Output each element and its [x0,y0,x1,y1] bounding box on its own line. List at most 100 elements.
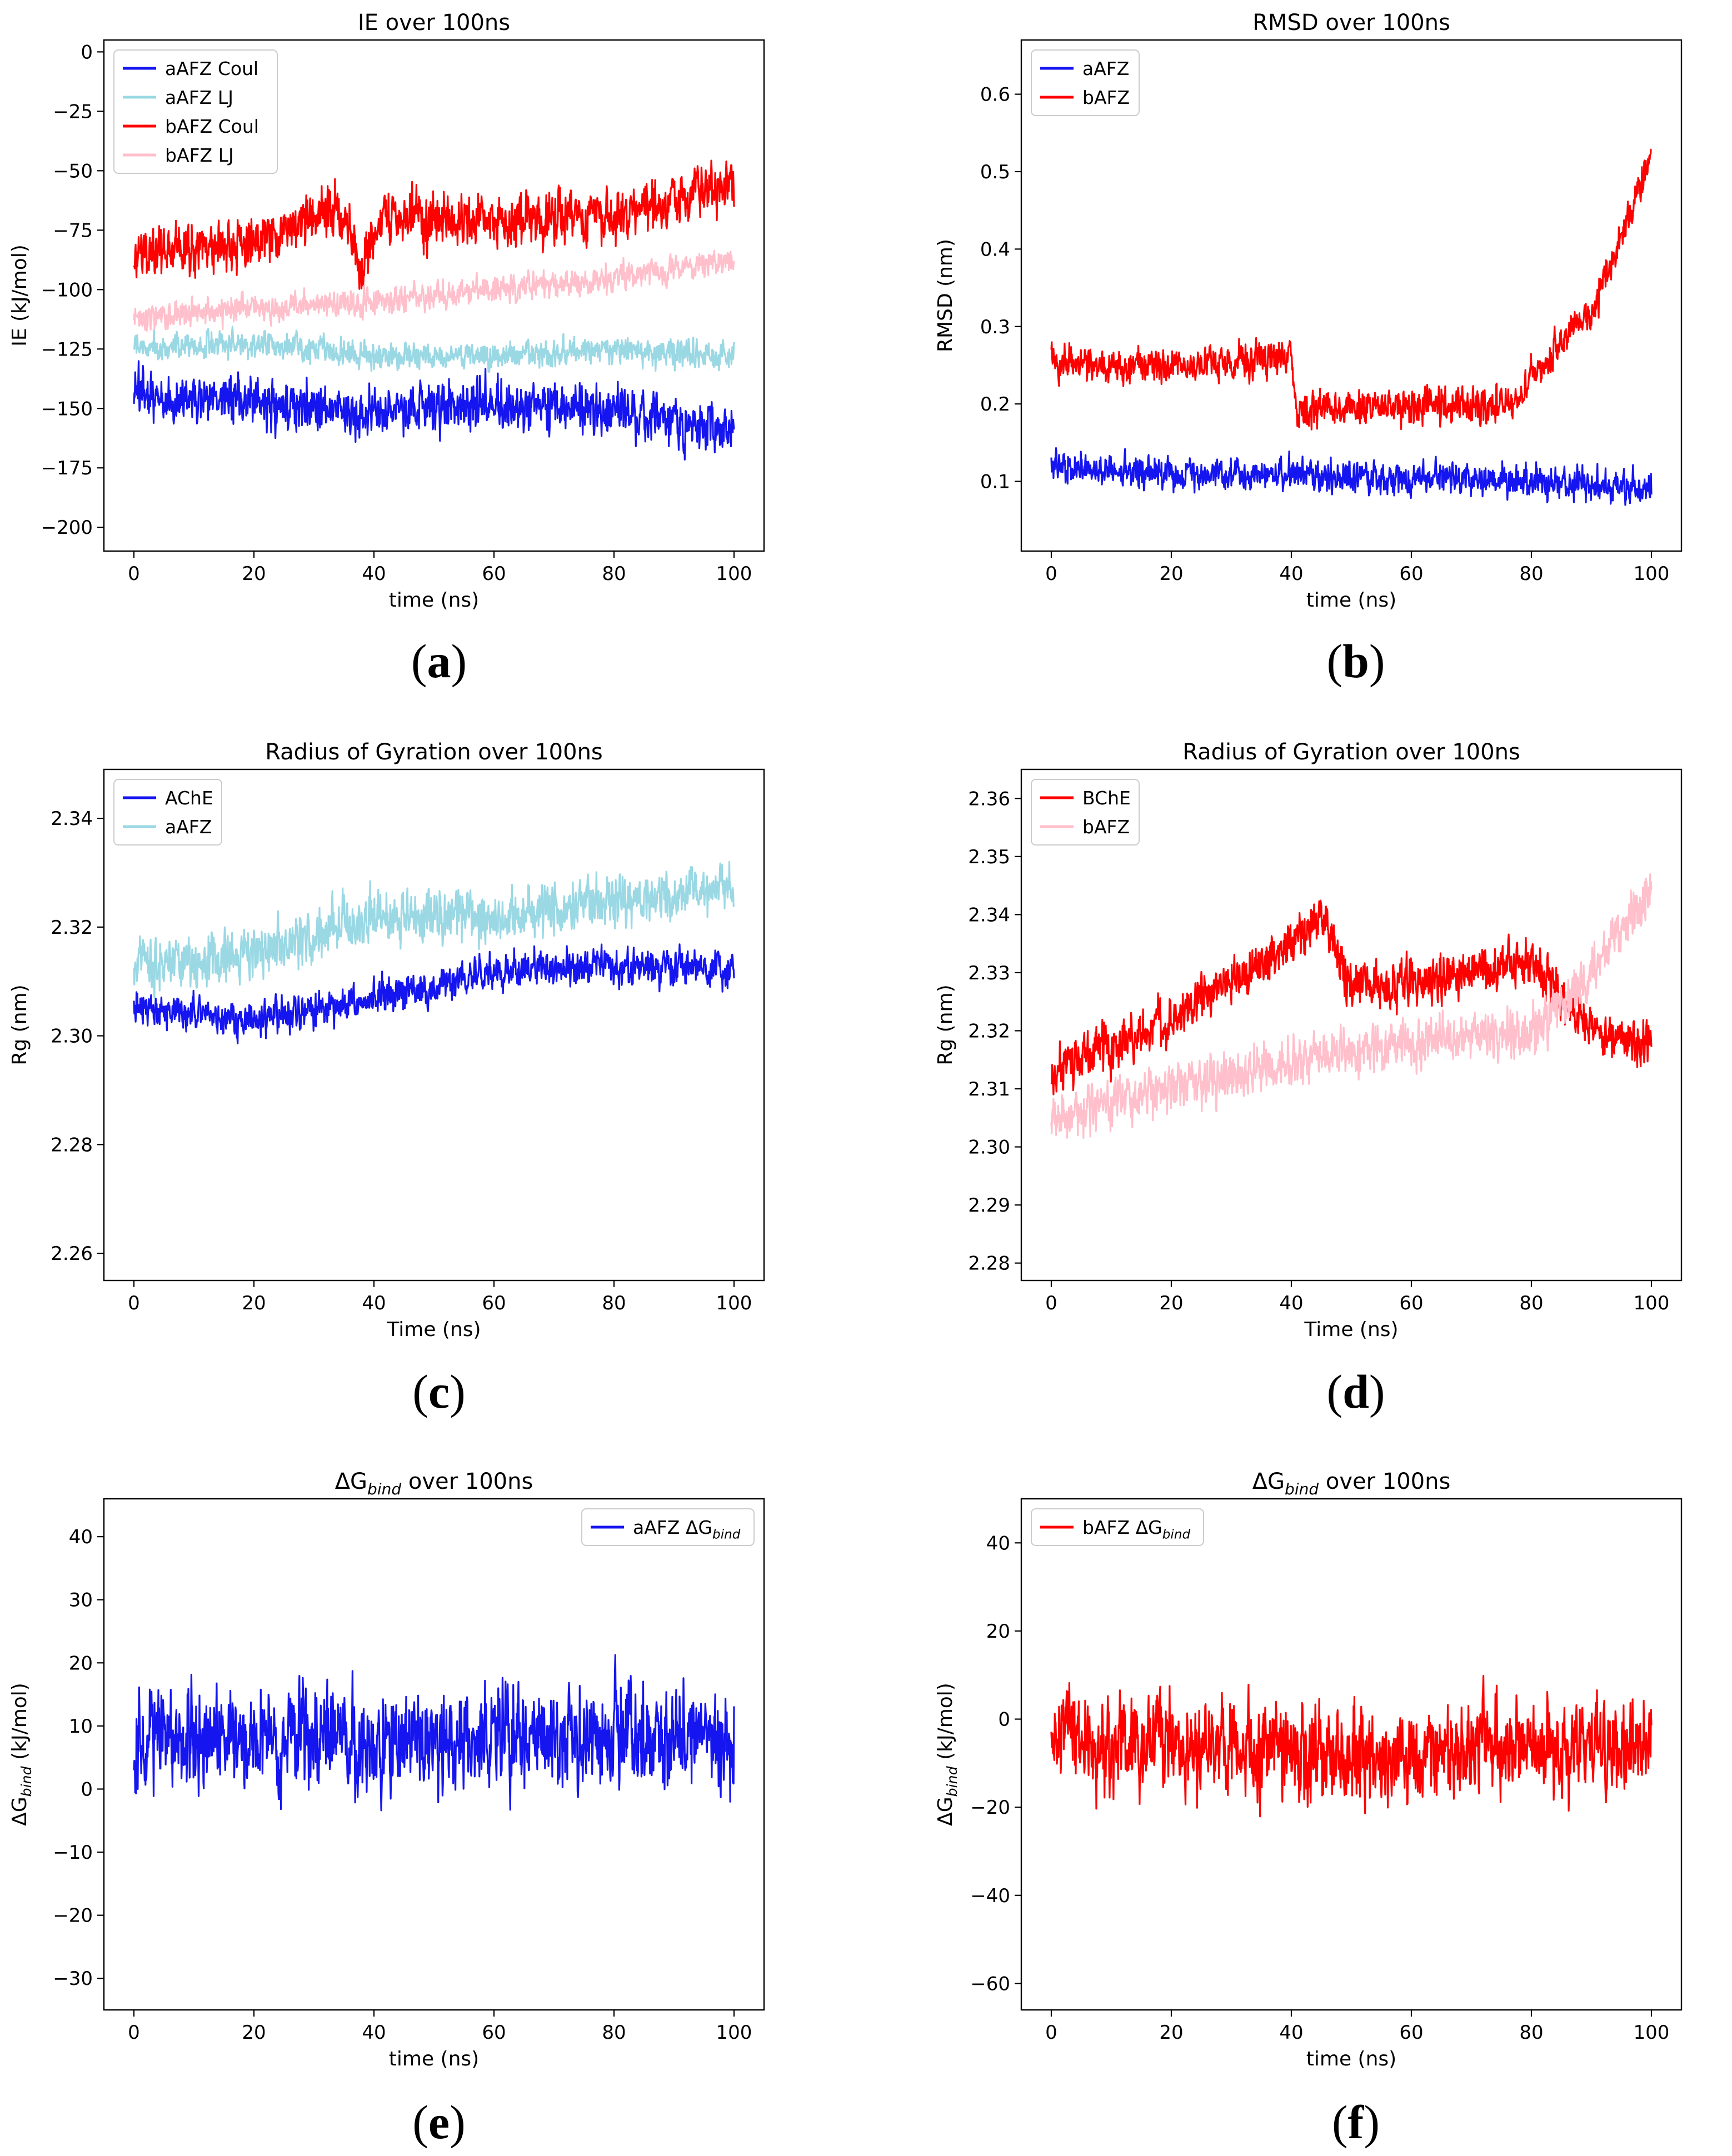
y-tick-label: 40 [986,1532,1010,1554]
legend-box [113,779,222,846]
y-tick-label: 2.28 [968,1253,1010,1275]
chart-b: 0 20 40 60 80 100 0.1 0.2 0.3 0.4 0.5 0.6 RMSD over … [934,10,1683,612]
x-axis-label: time (ns) [1306,589,1396,612]
y-tick-label: −60 [970,1973,1010,1995]
y-tick-label: −30 [53,1968,93,1990]
x-tick-label: 100 [716,1292,752,1314]
legend-label: bAFZ Coul [165,116,259,137]
x-tick-label: 80 [1519,2022,1543,2044]
legend: aAFZ ΔGbind [581,1508,755,1546]
x-tick-label: 60 [1399,2022,1423,2044]
x-tick-label: 100 [716,563,752,585]
y-tick-label: 0 [81,41,93,63]
y-tick-label: 2.34 [51,808,93,830]
y-tick-label: 40 [69,1526,93,1548]
legend-label: aAFZ [165,816,212,838]
y-tick-label: −25 [53,101,93,123]
legend-label: aAFZ LJ [165,87,233,108]
y-tick-label: 2.28 [51,1134,93,1156]
y-tick-label: 20 [69,1652,93,1674]
x-tick-label: 60 [1399,563,1423,585]
legend-label: AChE [165,787,213,809]
legend-label: aAFZ [1082,58,1129,79]
x-axis-label: Time (ns) [1304,1318,1398,1341]
x-tick-label: 40 [362,2022,386,2044]
plot-frame [103,39,765,552]
x-tick-label: 60 [1399,1292,1423,1314]
x-axis-label: time (ns) [1306,2048,1396,2070]
x-tick-label: 80 [1519,1292,1543,1314]
y-tick-label: 2.32 [968,1020,1010,1042]
x-axis-label: time (ns) [389,2048,479,2070]
legend-label: BChE [1082,787,1131,809]
legend: bAFZ ΔGbind [1031,1508,1204,1546]
caption-c: (c) [412,1365,466,1418]
legend-box [113,49,278,174]
chart-title: Radius of Gyration over 100ns [1182,739,1520,765]
chart-title: ΔGbind over 100ns [335,1469,533,1498]
x-tick-label: 100 [1634,563,1670,585]
x-tick-label: 40 [1279,563,1303,585]
y-tick-label: −100 [41,279,93,301]
chart-title: Radius of Gyration over 100ns [265,739,603,765]
x-axis-label: time (ns) [389,589,479,612]
chart-f: 0 20 40 60 80 100 −60 −40 −20 0 20 40 ΔGbind over 10… [934,1469,1683,2070]
y-axis-label: RMSD (nm) [934,239,957,352]
legend-box [581,1508,755,1546]
legend-label: aAFZ Coul [165,58,258,79]
plot-frame [103,1498,765,2011]
y-tick-label: 2.26 [51,1243,93,1265]
legend: aAFZ Coul aAFZ LJ bAFZ Coul bAFZ LJ [113,49,278,174]
series-line-e-0 [133,1654,735,1812]
y-axis-label: Rg (nm) [934,984,957,1065]
plot-frame [1020,1498,1683,2011]
x-tick-label: 100 [716,2022,752,2044]
y-tick-label: 0.6 [980,84,1010,106]
legend-label: bAFZ [1082,87,1130,108]
x-tick-label: 20 [242,2022,266,2044]
x-tick-label: 40 [362,1292,386,1314]
y-tick-label: −20 [53,1905,93,1927]
chart-title: RMSD over 100ns [1252,10,1450,36]
y-tick-label: 0 [998,1709,1010,1731]
series-line-a-2 [133,159,735,290]
y-tick-label: 0.3 [980,316,1010,338]
y-tick-label: −20 [970,1797,1010,1819]
y-tick-label: 0.4 [980,238,1010,261]
legend-box [1031,49,1140,116]
chart-d: 0 20 40 60 80 100 2.28 2.29 2.30 2.31 2.32 2.33 2.34… [934,739,1683,1341]
y-tick-label: −50 [53,160,93,182]
y-tick-label: 2.35 [968,846,1010,868]
x-tick-label: 20 [242,1292,266,1314]
caption-f: (f) [1332,2095,1380,2149]
plot-frame [1020,768,1683,1282]
chart-a: 0 20 40 60 80 100 0 −25 −50 −75 −100 −125 −150 −175 −2… [8,10,765,612]
x-tick-label: 20 [1159,2022,1183,2044]
chart-e: 0 20 40 60 80 100 −30 −20 −10 0 10 20 30 40 ΔGbind ove… [8,1469,765,2070]
caption-a: (a) [411,634,467,688]
chart-title: ΔGbind over 100ns [1252,1469,1451,1498]
y-tick-label: 0 [81,1778,93,1800]
series-line-c-1 [133,861,735,999]
x-tick-label: 0 [1045,1292,1057,1314]
x-tick-label: 60 [482,563,506,585]
y-tick-label: −125 [41,338,93,361]
series-line-d-1 [1050,873,1653,1139]
y-tick-label: −200 [41,517,93,539]
y-tick-label: −10 [53,1842,93,1864]
y-tick-label: 2.30 [51,1026,93,1048]
x-tick-label: 0 [128,2022,140,2044]
chart-c: 0 20 40 60 80 100 2.26 2.28 2.30 2.32 2.34 Radius o… [8,739,765,1341]
y-tick-label: −75 [53,219,93,242]
x-tick-label: 100 [1634,1292,1670,1314]
plot-frame [103,768,765,1282]
y-axis-label: ΔGbind (kJ/mol) [934,1683,960,1826]
x-tick-label: 80 [602,1292,626,1314]
x-axis-label: Time (ns) [386,1318,481,1341]
legend: aAFZ bAFZ [1031,49,1140,116]
x-tick-label: 60 [482,1292,506,1314]
legend-box [1031,779,1140,846]
series-line-a-0 [133,360,735,461]
